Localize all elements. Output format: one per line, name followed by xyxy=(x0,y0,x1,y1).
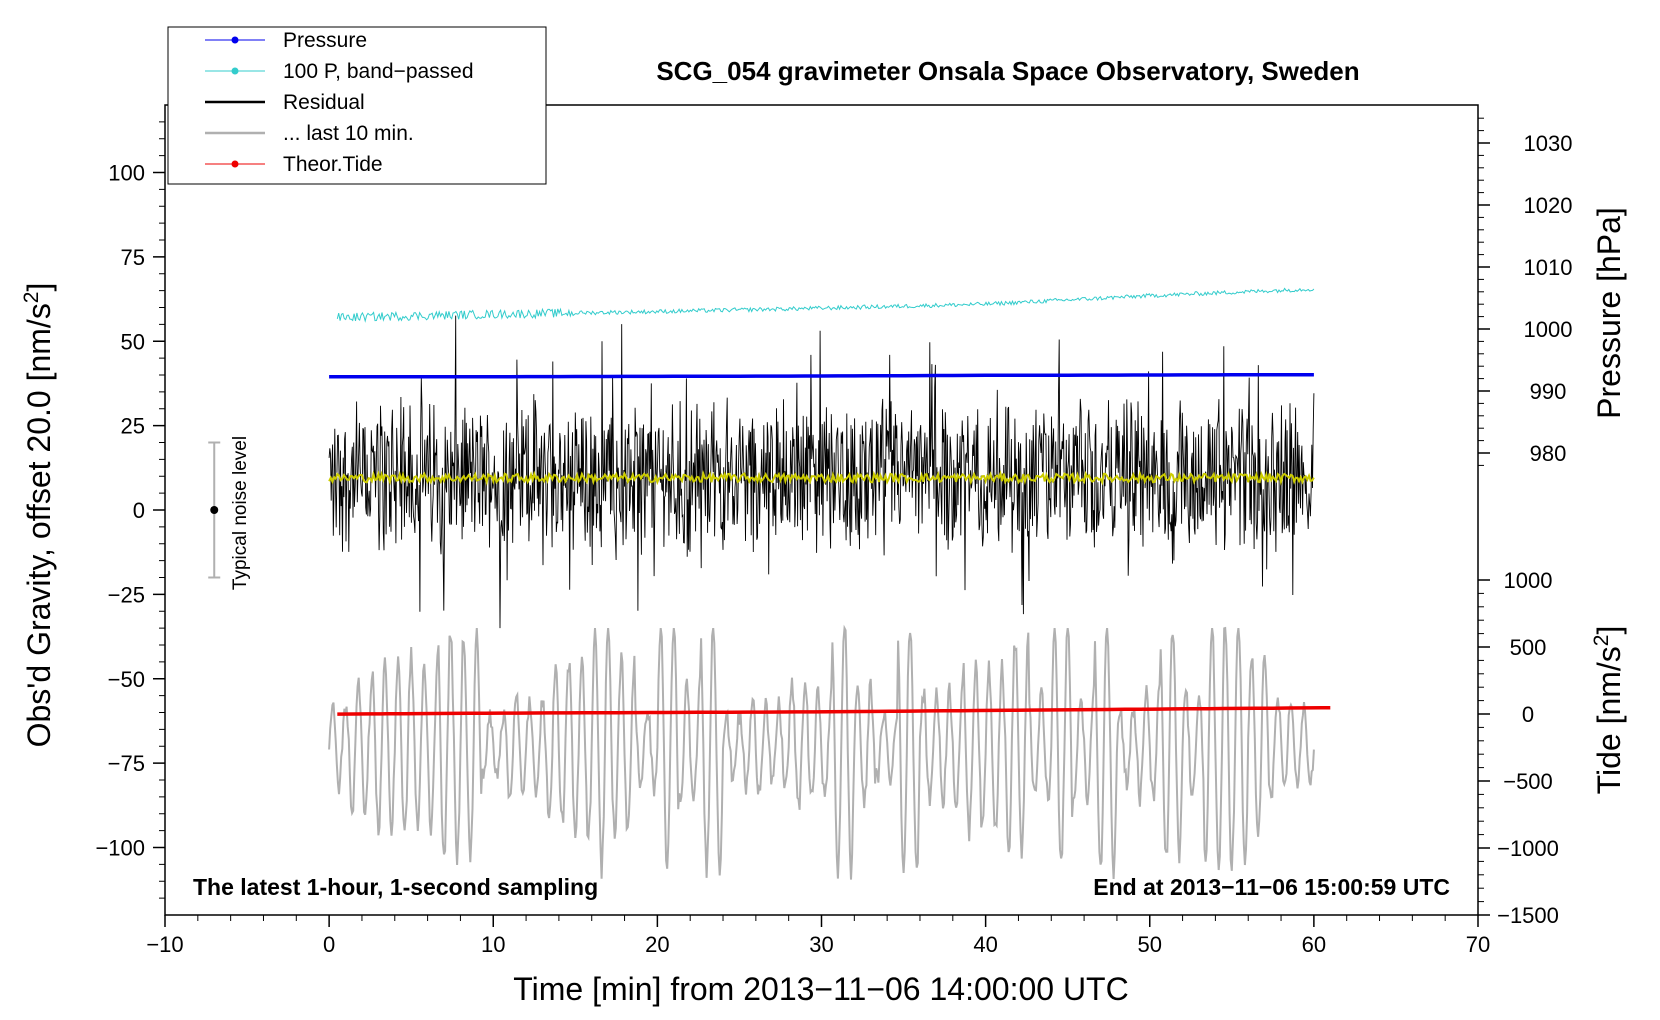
tide-tick-label: −1000 xyxy=(1497,836,1559,861)
y-axis-pressure-title: Pressure [hPa] xyxy=(1591,207,1627,419)
pressure-tick-label: 1030 xyxy=(1524,131,1573,156)
legend-label: 100 P, band−passed xyxy=(283,60,474,83)
tide-tick-label: 1000 xyxy=(1504,568,1553,593)
pressure-tick-label: 990 xyxy=(1530,379,1567,404)
x-tick-label: 30 xyxy=(809,932,833,957)
y-axis-left: 100 75 50 25 0 −25 −50 −75 −100 xyxy=(95,121,165,899)
x-tick-label: 40 xyxy=(973,932,997,957)
noise-level-indicator xyxy=(208,441,221,579)
x-tick-label: −10 xyxy=(146,932,183,957)
y-axis-tide-title: Tide [nm/s2] xyxy=(1590,626,1627,795)
legend-marker xyxy=(231,36,239,44)
series-smoothed-line xyxy=(328,469,1315,487)
legend-box xyxy=(167,26,547,185)
legend-marker xyxy=(231,160,239,168)
tide-tick-label: −1500 xyxy=(1497,903,1559,928)
series-tide-line xyxy=(337,706,1331,716)
pressure-tick-label: 1010 xyxy=(1524,255,1573,280)
series-residual xyxy=(328,315,1315,629)
y-axis-right-pressure: 1030 1020 1010 1000 990 980 xyxy=(1478,117,1573,466)
x-axis: −10 0 10 20 30 40 50 60 70 xyxy=(146,915,1490,957)
plot-frame xyxy=(164,104,1479,916)
legend-label: Theor.Tide xyxy=(283,153,383,176)
series-last-10-min xyxy=(328,624,1315,880)
chart-title: SCG_054 gravimeter Onsala Space Observat… xyxy=(656,56,1359,86)
x-tick-label: 70 xyxy=(1466,932,1490,957)
pressure-tick-label: 980 xyxy=(1530,441,1567,466)
x-tick-label: 50 xyxy=(1138,932,1162,957)
noise-level-label: Typical noise level xyxy=(230,436,251,590)
y-tick-label: −75 xyxy=(108,751,145,776)
x-tick-label: 10 xyxy=(481,932,505,957)
y-tick-label: −100 xyxy=(95,836,145,861)
x-tick-label: 0 xyxy=(323,932,335,957)
series-residual-line xyxy=(328,315,1315,629)
series-pressure xyxy=(329,372,1314,379)
series-residual-smoothed xyxy=(328,469,1315,487)
annotation-end-time: End at 2013−11−06 15:00:59 UTC xyxy=(1093,874,1450,900)
y-tick-label: 75 xyxy=(121,245,145,270)
series-theor-tide xyxy=(337,706,1331,716)
legend: Pressure 100 P, band−passed Residual ... la… xyxy=(167,26,547,185)
y-tick-label: 100 xyxy=(108,161,145,186)
series-pressure-line xyxy=(329,372,1314,379)
legend-label: Residual xyxy=(283,91,365,114)
y-tick-label: −50 xyxy=(108,667,145,692)
y-axis-right-tide: 1000 500 0 −500 −1000 −1500 xyxy=(1478,568,1559,928)
pressure-tick-label: 1020 xyxy=(1524,193,1573,218)
legend-label: ... last 10 min. xyxy=(283,122,414,145)
y-tick-label: 50 xyxy=(121,329,145,354)
annotation-sampling: The latest 1-hour, 1-second sampling xyxy=(193,874,598,900)
noise-bar-center xyxy=(210,506,219,514)
y-tick-label: −25 xyxy=(108,582,145,607)
tide-tick-label: 500 xyxy=(1510,635,1547,660)
series-band-passed xyxy=(336,287,1315,323)
series-last10-line xyxy=(328,624,1315,880)
legend-label: Pressure xyxy=(283,29,367,52)
y-tick-label: 0 xyxy=(133,498,145,523)
x-axis-title: Time [min] from 2013−11−06 14:00:00 UTC xyxy=(513,971,1128,1007)
pressure-tick-label: 1000 xyxy=(1524,317,1573,342)
x-tick-label: 60 xyxy=(1302,932,1326,957)
series-bandpass-line xyxy=(336,287,1315,323)
tide-tick-label: −500 xyxy=(1503,769,1553,794)
y-axis-left-title: Obs'd Gravity, offset 20.0 [nm/s2] xyxy=(20,283,57,748)
y-tick-label: 25 xyxy=(121,414,145,439)
legend-marker xyxy=(231,67,239,75)
tide-tick-label: 0 xyxy=(1522,702,1534,727)
x-tick-label: 20 xyxy=(645,932,669,957)
